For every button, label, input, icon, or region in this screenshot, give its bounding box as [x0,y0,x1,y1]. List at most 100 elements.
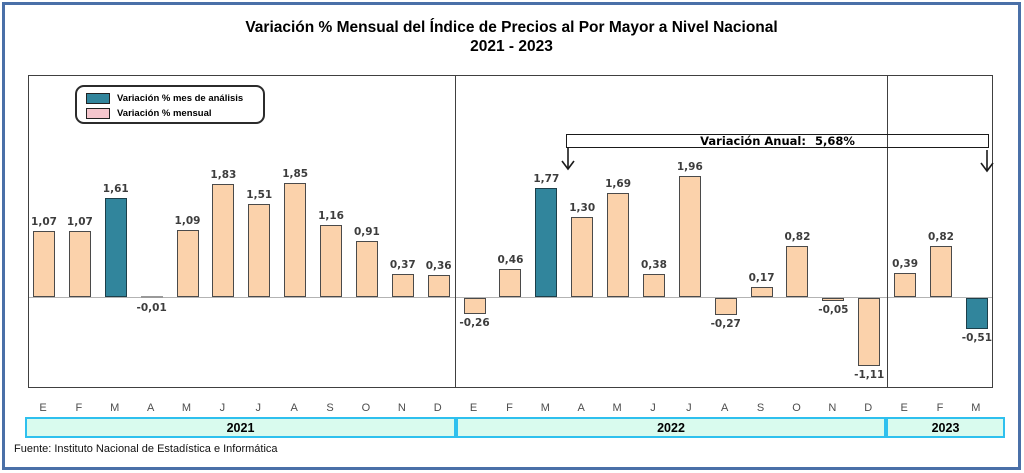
bar-2021-12 [427,274,450,297]
legend-item-analysis: Variación % mes de análisis [86,91,263,105]
year-bands: 2021 2022 2023 [25,417,1005,438]
zero-line [29,297,992,298]
bar-label-2022-3: 1,77 [533,172,560,185]
year-divider-1 [887,76,888,387]
bar-2021-2 [68,230,91,297]
bar-2022-8 [714,298,737,315]
bar-label-2022-2: 0,46 [497,253,524,266]
annotation-text: Variación Anual: 5,68% [700,135,855,147]
annotation-arrows [561,148,994,173]
month-label-2023-F-25: F [936,402,944,414]
bar-2021-8 [284,182,307,297]
bar-2021-9 [320,225,343,297]
bar-label-2022-4: 1,30 [569,201,596,214]
bar-label-2021-7: 1,51 [246,188,273,201]
bar-label-2021-5: 1,09 [174,214,201,227]
month-label-2022-E-12: E [469,402,478,414]
bar-2022-9 [750,286,773,297]
annotation-box: Variación Anual: 5,68% [566,134,989,148]
source-note: Fuente: Instituto Nacional de Estadístic… [14,443,278,455]
bar-label-2022-9: 0,17 [748,271,775,284]
bar-2022-11 [822,298,845,302]
chart-title: Variación % Mensual del Índice de Precio… [245,19,778,36]
legend-label-analysis: Variación % mes de análisis [117,92,244,104]
bar-label-2021-9: 1,16 [318,210,344,223]
month-label-2021-S-8: S [326,402,334,414]
month-label-2022-S-20: S [756,402,765,414]
month-label-2022-F-13: F [506,402,513,414]
bar-label-2022-10: 0,82 [784,231,811,244]
bar-label-2022-11: -0,05 [818,304,849,317]
bar-label-2021-6: 1,83 [210,169,237,182]
bar-2022-12 [858,298,881,367]
month-label-2022-M-16: M [612,402,622,414]
month-label-2023-E-24: E [900,402,908,414]
bar-2021-5 [176,229,199,297]
year-band-2021: 2021 [25,417,456,438]
year-band-2023: 2023 [886,417,1005,438]
bar-2021-6 [212,184,235,297]
bar-2021-11 [391,274,414,297]
bar-2022-1 [463,298,486,315]
month-label-2021-E-0: E [39,402,47,414]
bar-2022-7 [678,176,701,297]
bar-2022-2 [499,268,522,297]
month-label-2021-M-2: M [110,402,120,414]
bar-2022-4 [571,216,594,297]
bar-label-2021-4: -0,01 [136,301,167,314]
annotation-label: Variación Anual: [700,134,806,148]
legend-item-monthly: Variación % mensual [86,106,263,120]
bar-2021-4 [140,296,163,298]
annotation-value: 5,68% [814,134,855,148]
month-label-2021-F-1: F [75,402,83,414]
month-label-2022-M-14: M [540,402,550,414]
bar-2022-10 [786,246,809,297]
plot-area: Variación Anual: 5,68% 1,07 1,07 1,61 -0,01 1… [28,75,994,388]
annotation-arrowhead-left [561,160,575,171]
legend-label-monthly: Variación % mensual [117,107,212,119]
bar-2021-7 [248,203,271,297]
month-label-2022-O-21: O [792,402,801,414]
bar-label-2022-6: 0,38 [640,258,667,271]
bar-2021-10 [355,240,378,297]
bar-label-2022-1: -0,26 [459,317,490,330]
bar-label-2023-1: 0,39 [892,257,919,270]
legend: Variación % mes de análisis Variación % … [75,85,265,124]
bar-2021-1 [33,230,55,297]
bar-2021-3 [104,197,127,297]
month-label-2021-J-6: J [255,402,262,414]
bar-label-2021-8: 1,85 [282,167,309,180]
annotation-arrowhead-right [980,162,994,173]
bar-2023-1 [894,272,917,297]
month-label-2022-J-17: J [650,402,656,414]
bar-2023-2 [930,246,952,297]
bar-label-2021-10: 0,91 [353,225,380,238]
month-label-2022-J-18: J [686,402,692,414]
month-label-2022-A-15: A [577,402,585,414]
bar-label-2021-11: 0,37 [389,259,416,272]
bar-label-2022-7: 1,96 [676,161,703,174]
bar-label-2022-12: -1,11 [854,369,885,382]
legend-swatch-monthly-icon [86,107,110,119]
bar-2022-5 [607,192,630,297]
bar-label-2021-1: 1,07 [31,215,57,228]
month-label-2022-D-23: D [864,402,873,414]
bar-label-2022-8: -0,27 [710,317,741,330]
chart-subtitle: 2021 - 2023 [470,38,553,55]
bar-label-2021-12: 0,36 [425,259,452,272]
bar-label-2021-3: 1,61 [102,182,129,195]
month-label-2021-M-4: M [181,402,192,414]
year-band-2022: 2022 [456,417,886,438]
bar-label-2023-3: -0,51 [961,332,992,345]
month-label-2022-N-22: N [828,402,837,414]
bar-2023-3 [965,298,988,330]
month-label-2022-A-19: A [721,402,729,414]
bar-2022-6 [642,273,665,297]
month-label-2021-D-11: D [433,402,442,414]
year-divider-0 [455,76,456,387]
month-label-2023-M-26: M [971,402,981,414]
month-label-2021-N-10: N [397,402,406,414]
title-block: Variación % Mensual del Índice de Precio… [5,18,1018,56]
